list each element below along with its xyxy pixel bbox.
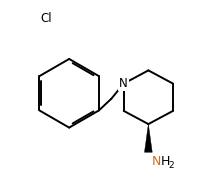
Text: 2: 2 bbox=[169, 161, 174, 170]
Text: N: N bbox=[119, 77, 128, 90]
Text: H: H bbox=[161, 155, 170, 168]
Text: N: N bbox=[152, 155, 161, 168]
Text: Cl: Cl bbox=[40, 12, 52, 25]
Polygon shape bbox=[144, 124, 152, 152]
